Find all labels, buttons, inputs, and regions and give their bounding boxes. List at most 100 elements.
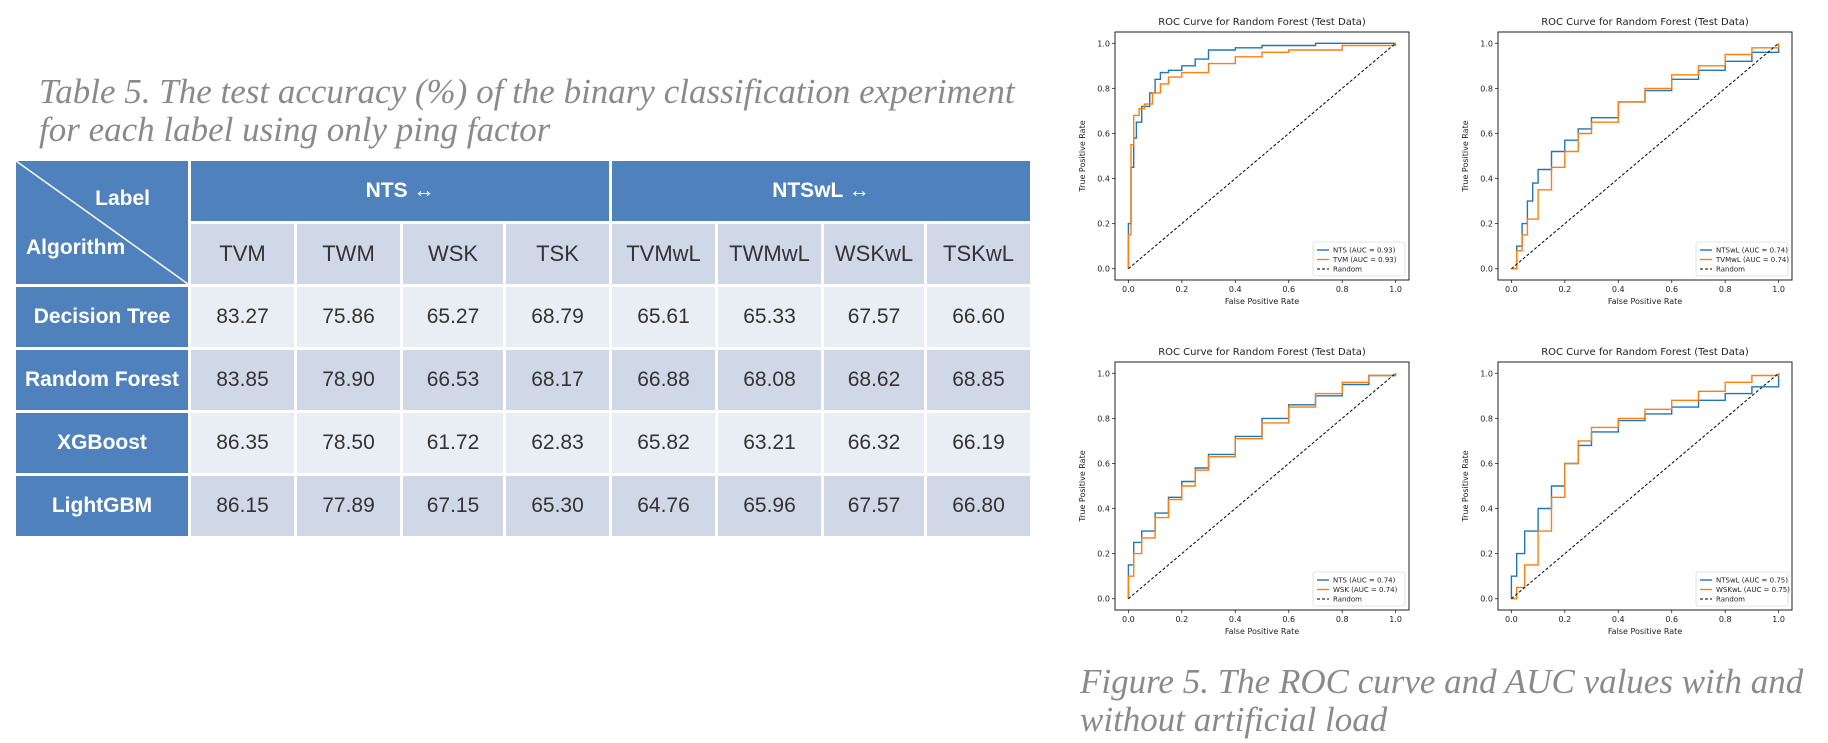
x-tick-label: 1.0 <box>1389 615 1402 624</box>
legend-label: Random <box>1716 266 1745 274</box>
table-cell: 66.60 <box>924 284 1033 350</box>
table-cell: 78.50 <box>294 410 403 476</box>
y-tick-label: 0.8 <box>1097 414 1110 423</box>
y-tick-label: 0.6 <box>1480 459 1493 468</box>
row-label: Decision Tree <box>13 284 191 350</box>
row-label: LightGBM <box>13 473 191 539</box>
y-tick-label: 0.0 <box>1480 595 1493 604</box>
table-cell: 67.57 <box>821 473 927 539</box>
legend-label: WSKwL (AUC = 0.75) <box>1716 586 1790 594</box>
x-axis-label: False Positive Rate <box>1225 297 1299 306</box>
row-label: Random Forest <box>13 347 191 413</box>
x-tick-label: 0.6 <box>1282 615 1295 624</box>
column-header: TVMwL <box>609 221 718 287</box>
y-tick-label: 0.4 <box>1480 175 1493 184</box>
roc-chart-svg: ROC Curve for Random Forest (Test Data) 0… <box>1461 347 1793 636</box>
x-tick-label: 0.6 <box>1665 615 1678 624</box>
table-cell: 66.19 <box>924 410 1033 476</box>
diagonal-divider <box>16 161 188 284</box>
x-tick-label: 0.2 <box>1558 615 1571 624</box>
y-axis-label: True Positive Rate <box>1078 120 1087 192</box>
y-tick-label: 1.0 <box>1097 39 1110 48</box>
y-tick-label: 0.4 <box>1097 505 1110 514</box>
legend-box <box>1695 571 1789 607</box>
x-tick-label: 0.6 <box>1282 285 1295 294</box>
table-cell: 77.89 <box>294 473 403 539</box>
table-cell: 68.79 <box>503 284 612 350</box>
table-cell: 83.85 <box>188 347 297 413</box>
legend-label: TVMwL (AUC = 0.74) <box>1715 256 1789 264</box>
series-line <box>1511 42 1779 270</box>
table-cell: 63.21 <box>715 410 824 476</box>
table-cell: 75.86 <box>294 284 403 350</box>
column-header: TSKwL <box>924 221 1033 287</box>
legend-label: NTSwL (AUC = 0.74) <box>1716 247 1788 255</box>
table-cell: 62.83 <box>503 410 612 476</box>
y-axis-label: True Positive Rate <box>1461 450 1470 522</box>
y-tick-label: 0.2 <box>1480 550 1493 559</box>
table-cell: 61.72 <box>400 410 506 476</box>
y-tick-label: 0.8 <box>1097 84 1110 93</box>
y-tick-label: 0.4 <box>1097 175 1110 184</box>
table-caption: Table 5. The test accuracy (%) of the bi… <box>39 72 1015 149</box>
x-tick-label: 1.0 <box>1772 615 1785 624</box>
x-tick-label: 0.4 <box>1612 615 1625 624</box>
series-line <box>1511 373 1780 600</box>
column-header: TWM <box>294 221 403 287</box>
legend-label: WSK (AUC = 0.74) <box>1333 586 1398 594</box>
y-tick-label: 0.0 <box>1097 595 1110 604</box>
y-tick-label: 1.0 <box>1480 369 1493 378</box>
table-cell: 67.57 <box>821 284 927 350</box>
x-axis-label: False Positive Rate <box>1225 627 1299 636</box>
column-header: WSKwL <box>821 221 927 287</box>
y-tick-label: 0.0 <box>1097 265 1110 274</box>
x-tick-label: 0.2 <box>1175 285 1188 294</box>
column-header: TWMwL <box>715 221 824 287</box>
x-tick-label: 0.4 <box>1229 285 1242 294</box>
y-tick-label: 1.0 <box>1480 39 1493 48</box>
table-cell: 68.17 <box>503 347 612 413</box>
legend-box <box>1695 241 1789 277</box>
chart-title: ROC Curve for Random Forest (Test Data) <box>1158 17 1366 28</box>
series-line <box>1511 372 1779 600</box>
y-tick-label: 0.4 <box>1480 505 1493 514</box>
accuracy-table: Label Algorithm NTS ↔ NTSwL ↔ TVM TWM WS… <box>13 158 1033 539</box>
x-tick-label: 0.0 <box>1122 615 1135 624</box>
chart-title: ROC Curve for Random Forest (Test Data) <box>1541 347 1749 358</box>
x-tick-label: 0.4 <box>1612 285 1625 294</box>
table-cell: 66.88 <box>609 347 718 413</box>
legend-label: Random <box>1716 596 1745 604</box>
column-header: TVM <box>188 221 297 287</box>
series-line <box>1128 42 1396 270</box>
y-tick-label: 0.2 <box>1480 220 1493 229</box>
chart-title: ROC Curve for Random Forest (Test Data) <box>1158 347 1366 358</box>
x-tick-label: 0.4 <box>1229 615 1242 624</box>
table-cell: 83.27 <box>188 284 297 350</box>
legend-label: Random <box>1333 596 1362 604</box>
x-tick-label: 0.8 <box>1336 615 1349 624</box>
x-tick-label: 0.8 <box>1719 285 1732 294</box>
table-cell: 65.33 <box>715 284 824 350</box>
x-tick-label: 0.0 <box>1505 285 1518 294</box>
y-tick-label: 0.6 <box>1097 129 1110 138</box>
chart-legend: NTSwL (AUC = 0.74)TVMwL (AUC = 0.74) Rand… <box>1695 241 1789 277</box>
chart-legend: NTS (AUC = 0.74)WSK (AUC = 0.74) Random <box>1312 571 1406 607</box>
x-tick-label: 0.2 <box>1175 615 1188 624</box>
y-axis-label: True Positive Rate <box>1461 120 1470 192</box>
group-header-ntswl: NTSwL ↔ <box>609 158 1033 224</box>
x-tick-label: 1.0 <box>1389 285 1402 294</box>
table-cell: 64.76 <box>609 473 718 539</box>
table-cell: 65.82 <box>609 410 718 476</box>
column-header: WSK <box>400 221 506 287</box>
roc-chart-ntswl-tvmwl: ROC Curve for Random Forest (Test Data) 0… <box>1456 12 1806 332</box>
legend-label: TVM (AUC = 0.93) <box>1332 256 1397 264</box>
series-line <box>1128 372 1396 600</box>
table-cell: 68.62 <box>821 347 927 413</box>
legend-label: NTSwL (AUC = 0.75) <box>1716 577 1788 585</box>
x-axis-label: False Positive Rate <box>1608 627 1682 636</box>
series-line <box>1127 43 1397 269</box>
roc-chart-nts-tvm: ROC Curve for Random Forest (Test Data) 0… <box>1073 12 1423 332</box>
x-tick-label: 0.8 <box>1336 285 1349 294</box>
table-cell: 66.32 <box>821 410 927 476</box>
y-axis-label: True Positive Rate <box>1078 450 1087 522</box>
